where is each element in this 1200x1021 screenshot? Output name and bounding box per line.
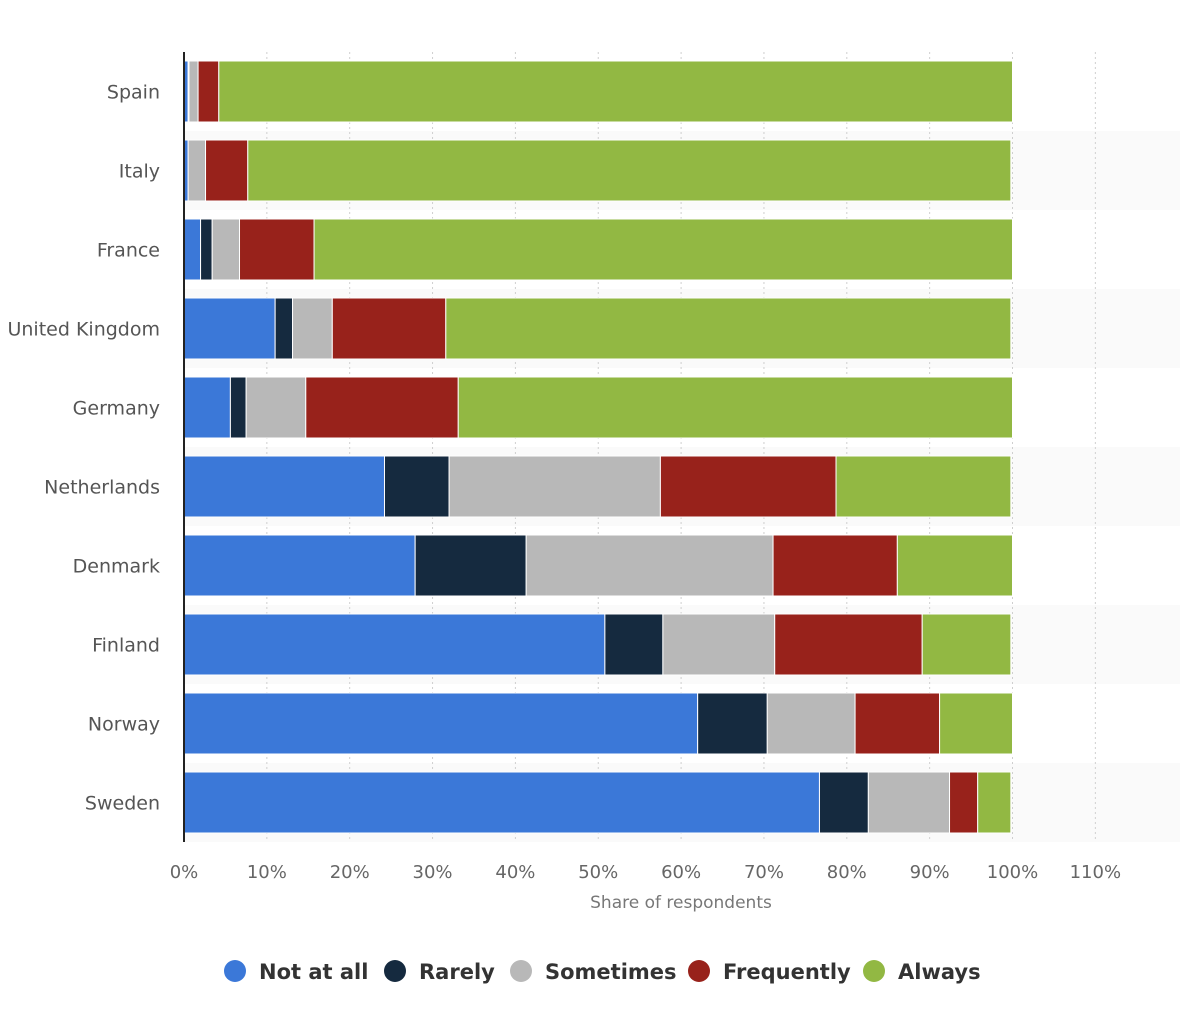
- bar-segment-rarely: [200, 218, 213, 281]
- category-label: Sweden: [85, 793, 160, 815]
- category-label: Denmark: [73, 556, 160, 578]
- bar-segment-not-at-all: [183, 692, 699, 755]
- bar-segment-not-at-all: [183, 297, 276, 360]
- bar-segment-rarely: [414, 534, 527, 597]
- category-label: Germany: [73, 398, 160, 420]
- bar-segment-rarely: [604, 613, 664, 676]
- x-tick-label: 50%: [578, 862, 618, 883]
- category-label: Spain: [107, 82, 160, 104]
- bar-segment-always: [247, 139, 1012, 202]
- legend-marker-always[interactable]: [863, 960, 885, 982]
- bar-segment-sometimes: [525, 534, 774, 597]
- bar-segment-not-at-all: [183, 771, 820, 834]
- bar-segment-not-at-all: [183, 455, 385, 518]
- bar-segment-frequently: [239, 218, 315, 281]
- bar-segment-always: [313, 218, 1013, 281]
- legend-marker-rarely[interactable]: [384, 960, 406, 982]
- bar-segment-frequently: [331, 297, 447, 360]
- bar-segment-frequently: [659, 455, 837, 518]
- bar-segment-always: [896, 534, 1013, 597]
- x-tick-label: 20%: [330, 862, 370, 883]
- bar-segment-sometimes: [211, 218, 241, 281]
- bar-segment-always: [977, 771, 1012, 834]
- bar-segment-sometimes: [187, 139, 207, 202]
- bar-segment-rarely: [383, 455, 450, 518]
- bar-segment-always: [218, 60, 1013, 123]
- x-tick-label: 10%: [247, 862, 287, 883]
- x-tick-label: 0%: [170, 862, 199, 883]
- category-label: Norway: [88, 714, 160, 736]
- bar-segment-frequently: [949, 771, 979, 834]
- bar-segment-frequently: [205, 139, 249, 202]
- bar-segment-always: [921, 613, 1012, 676]
- bar-segment-rarely: [697, 692, 768, 755]
- x-tick-label: 110%: [1070, 862, 1121, 883]
- x-tick-label: 100%: [987, 862, 1038, 883]
- bar-segment-sometimes: [867, 771, 951, 834]
- x-tick-label: 70%: [744, 862, 784, 883]
- bar-segment-sometimes: [292, 297, 333, 360]
- category-label: France: [97, 240, 160, 262]
- legend-label[interactable]: Rarely: [419, 960, 495, 984]
- bar-segment-frequently: [305, 376, 459, 439]
- bar-segment-sometimes: [766, 692, 856, 755]
- x-tick-label: 80%: [827, 862, 867, 883]
- bar-segment-always: [457, 376, 1013, 439]
- bar-segment-sometimes: [448, 455, 661, 518]
- bar-segment-rarely: [818, 771, 869, 834]
- bar-segment-not-at-all: [183, 218, 202, 281]
- x-tick-label: 40%: [495, 862, 535, 883]
- bar-segment-rarely: [229, 376, 247, 439]
- legend-marker-sometimes[interactable]: [510, 960, 532, 982]
- bar-segment-always: [445, 297, 1012, 360]
- x-tick-label: 90%: [910, 862, 950, 883]
- bar-segment-always: [939, 692, 1013, 755]
- bar-segment-not-at-all: [183, 613, 606, 676]
- bar-segment-sometimes: [245, 376, 307, 439]
- bar-segment-frequently: [772, 534, 898, 597]
- bar-segment-not-at-all: [183, 376, 231, 439]
- category-label: Italy: [119, 161, 160, 183]
- bar-segment-frequently: [774, 613, 923, 676]
- legend-label[interactable]: Always: [898, 960, 981, 984]
- legend-label[interactable]: Frequently: [723, 960, 851, 984]
- category-label: Finland: [92, 635, 160, 657]
- bar-segment-rarely: [274, 297, 294, 360]
- bar-segment-sometimes: [188, 60, 199, 123]
- legend-label[interactable]: Not at all: [259, 960, 368, 984]
- legend-marker-frequently[interactable]: [688, 960, 710, 982]
- bar-segment-frequently: [854, 692, 941, 755]
- category-label: Netherlands: [44, 477, 160, 499]
- bar-segment-always: [835, 455, 1012, 518]
- legend-marker-not-at-all[interactable]: [224, 960, 246, 982]
- bar-segment-not-at-all: [183, 534, 416, 597]
- bar-segment-sometimes: [662, 613, 776, 676]
- x-tick-label: 60%: [661, 862, 701, 883]
- bar-segment-frequently: [197, 60, 220, 123]
- category-label: United Kingdom: [7, 319, 160, 341]
- x-axis-title: Share of respondents: [590, 893, 772, 913]
- x-tick-label: 30%: [413, 862, 453, 883]
- legend-label[interactable]: Sometimes: [545, 960, 677, 984]
